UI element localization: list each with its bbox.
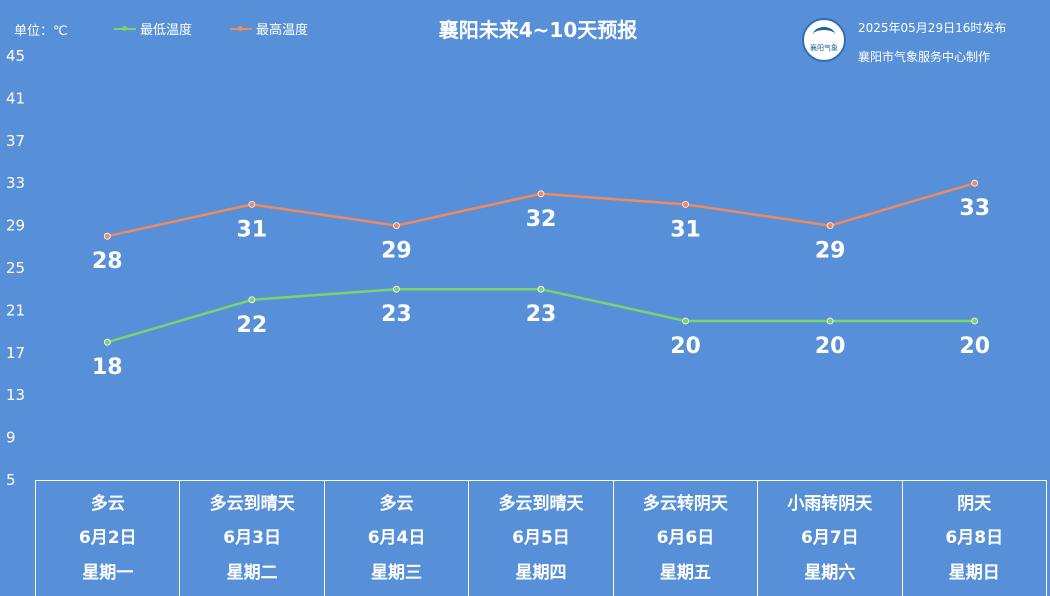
weather-text: 多云 — [90, 494, 125, 514]
weekday-text: 星期一 — [82, 562, 134, 583]
high-temp-label: 31 — [237, 217, 268, 242]
high-temp-point — [971, 179, 979, 187]
weekday-text: 星期六 — [804, 562, 856, 583]
legend-high-swatch — [230, 25, 252, 31]
weather-text: 多云到晴天 — [498, 494, 584, 514]
low-temp-point — [393, 285, 400, 293]
legend-high: 最高温度 — [230, 19, 308, 38]
y-tick-label: 13 — [6, 386, 25, 404]
high-temp-label: 28 — [92, 249, 123, 274]
high-temp-label: 29 — [381, 239, 412, 264]
y-tick-label: 45 — [6, 47, 25, 65]
high-temp-point — [248, 200, 256, 208]
forecast-day-6: 小雨转阴天 6月7日星期六 — [758, 481, 903, 596]
forecast-day-3: 多云 6月4日星期三 — [325, 481, 470, 596]
forecast-table: 多云 6月2日星期一 多云到晴天 6月3日星期二 多云 6月4日星期三 多云到晴天 6月5日星… — [35, 480, 1047, 596]
weekday-text: 星期三 — [371, 562, 423, 583]
low-temp-point — [103, 338, 111, 346]
data-labels: 18 22 23 23 20 20 20 28 31 29 32 31 29 33 — [92, 196, 990, 380]
legend-low-swatch — [114, 25, 136, 31]
y-tick-label: 33 — [6, 174, 25, 192]
weekday-text: 星期日 — [948, 562, 1000, 583]
low-temp-label: 20 — [959, 334, 990, 359]
series-points — [103, 179, 979, 346]
weather-text: 阴天 — [957, 494, 992, 514]
weather-text: 多云到晴天 — [209, 494, 295, 514]
low-temp-label: 22 — [237, 313, 268, 338]
date-text: 6月2日 — [78, 528, 137, 549]
high-temp-label: 33 — [959, 196, 990, 221]
forecast-day-4: 多云到晴天 6月5日星期四 — [469, 481, 614, 596]
weekday-text: 星期四 — [515, 562, 567, 583]
forecast-day-1: 多云 6月2日星期一 — [36, 481, 181, 596]
low-temp-label: 23 — [526, 302, 557, 327]
date-text: 6月8日 — [945, 528, 1004, 549]
low-temp-point — [537, 285, 545, 293]
y-tick-label: 17 — [6, 344, 25, 362]
logo-text: 襄阳气象 — [810, 44, 838, 52]
high-temp-point — [103, 232, 111, 240]
low-temp-label: 23 — [381, 302, 412, 327]
date-text: 6月3日 — [223, 528, 281, 549]
high-temp-point — [826, 222, 834, 230]
date-text: 6月6日 — [656, 528, 715, 549]
low-temp-point — [826, 317, 834, 325]
low-temp-label: 20 — [815, 334, 846, 359]
publish-time: 2025年05月29日16时发布 — [858, 21, 1007, 35]
weather-text: 多云 — [379, 494, 414, 514]
high-temp-point — [393, 222, 400, 230]
date-text: 6月4日 — [367, 528, 426, 549]
y-tick-label: 41 — [6, 89, 25, 107]
y-tick-label: 21 — [6, 301, 25, 319]
forecast-day-7: 阴天 6月8日星期日 — [903, 481, 1046, 596]
forecast-day-5: 多云转阴天 6月6日星期五 — [614, 481, 759, 596]
chart-title: 襄阳未来4~10天预报 — [438, 18, 638, 42]
low-temp-point — [682, 317, 689, 325]
y-tick-label: 9 — [6, 429, 16, 447]
logo-bird-icon — [813, 27, 835, 42]
y-tick-label: 37 — [6, 132, 25, 150]
weekday-text: 星期五 — [659, 562, 711, 583]
low-temp-label: 18 — [92, 355, 123, 380]
weather-text: 小雨转阴天 — [787, 494, 873, 514]
high-temp-label: 29 — [815, 239, 846, 264]
high-temp-label: 31 — [670, 217, 701, 242]
forecast-day-2: 多云到晴天 6月3日星期二 — [180, 481, 325, 596]
high-temp-point — [682, 200, 689, 208]
weekday-text: 星期二 — [226, 562, 278, 583]
maker-label: 襄阳市气象服务中心制作 — [858, 50, 991, 64]
legend-low: 最低温度 — [114, 19, 192, 38]
high-temp-point — [537, 190, 545, 198]
high-temp-label: 32 — [526, 207, 557, 232]
date-text: 6月7日 — [800, 528, 859, 549]
y-axis: 5 9 13 17 21 25 29 33 37 41 45 — [6, 47, 25, 489]
low-temp-point — [248, 296, 256, 304]
low-temp-point — [971, 317, 979, 325]
low-temp-label: 20 — [670, 334, 701, 359]
weather-bureau-logo: 襄阳气象 — [802, 18, 846, 62]
unit-label: 单位：℃ — [14, 24, 68, 39]
y-tick-label: 5 — [6, 471, 16, 489]
weather-text: 多云转阴天 — [642, 494, 728, 514]
y-tick-label: 25 — [6, 259, 25, 277]
legend-high-label: 最高温度 — [256, 23, 309, 38]
y-tick-label: 29 — [6, 217, 25, 235]
date-text: 6月5日 — [512, 528, 570, 549]
legend-low-label: 最低温度 — [140, 23, 193, 38]
